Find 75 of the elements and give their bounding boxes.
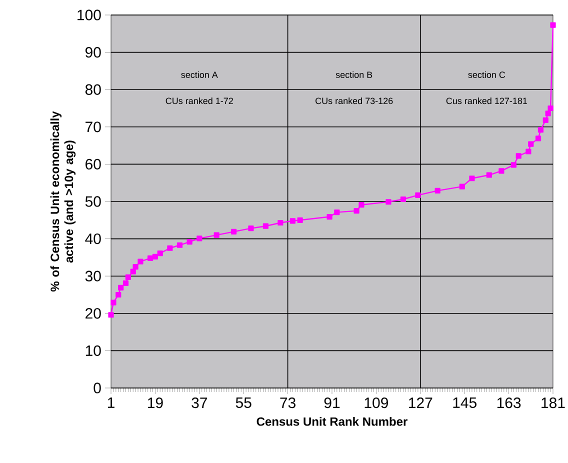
point [167,245,173,251]
point [498,168,504,174]
y-tick-label: 60 [86,158,101,170]
point [157,250,163,256]
x-tick-label: 37 [192,398,207,408]
point [550,22,556,28]
point [415,192,421,198]
point [138,258,144,264]
point [334,210,340,216]
point [516,153,522,159]
point [214,232,220,238]
x-tick-label: 73 [280,398,296,408]
x-tick-label: 145 [453,398,476,408]
point [122,280,129,286]
point [262,223,269,229]
point [545,110,551,116]
point [132,264,138,270]
x-tick-label: 91 [324,398,340,408]
point [469,176,475,182]
point [548,105,554,112]
y-tick-label: 20 [86,308,101,319]
point [542,117,548,123]
point [326,214,332,220]
point [108,312,114,318]
x-tick-label: 19 [148,398,163,408]
point [230,228,237,234]
y-tick-label: 70 [86,122,101,132]
point [147,255,154,261]
point [538,127,544,133]
y-tick-label: 100 [78,10,101,20]
point [130,268,136,274]
point [118,284,124,290]
point [526,148,532,154]
y-tick-label: 30 [85,270,101,282]
y-tick-label: 50 [85,196,101,207]
x-tick-label: 181 [542,398,565,408]
point [535,136,542,142]
annotation: section C [468,71,506,78]
y-tick-label: 90 [85,46,101,58]
point [152,254,158,260]
x-tick-label: 1 [108,398,114,408]
point [459,184,465,190]
point [528,141,534,147]
y-tick-label: 40 [85,233,101,244]
x-tick-label: 109 [364,398,388,408]
annotation: Cus ranked 127-181 [446,97,528,104]
y-tick-label: 10 [86,345,101,356]
annotation: CUs ranked 73-126 [316,97,393,104]
point [358,202,364,208]
point [110,300,116,306]
point [354,208,360,214]
point [297,217,303,223]
y-axis-title: % of Census Unit economically active (and >10y age) [50,111,76,292]
point [386,199,392,205]
annotation: CUs ranked 1-72 [166,97,233,104]
point [510,162,517,168]
point [434,188,440,194]
point [290,218,296,224]
point [125,274,131,280]
x-tick-label: 55 [236,398,252,408]
point [278,220,284,226]
point [400,196,406,202]
y-tick-label: 0 [94,382,101,394]
x-axis-title: Census Unit Rank Number [256,417,408,426]
point [248,226,254,232]
annotation: section B [336,71,372,78]
point [486,172,492,178]
x-tick-label: 127 [409,398,432,408]
x-tick-label: 163 [497,398,521,408]
point [196,236,202,242]
point [176,242,183,248]
point [186,238,192,245]
y-tick-label: 80 [85,84,101,95]
annotation: section A [181,71,218,78]
point [116,292,122,298]
